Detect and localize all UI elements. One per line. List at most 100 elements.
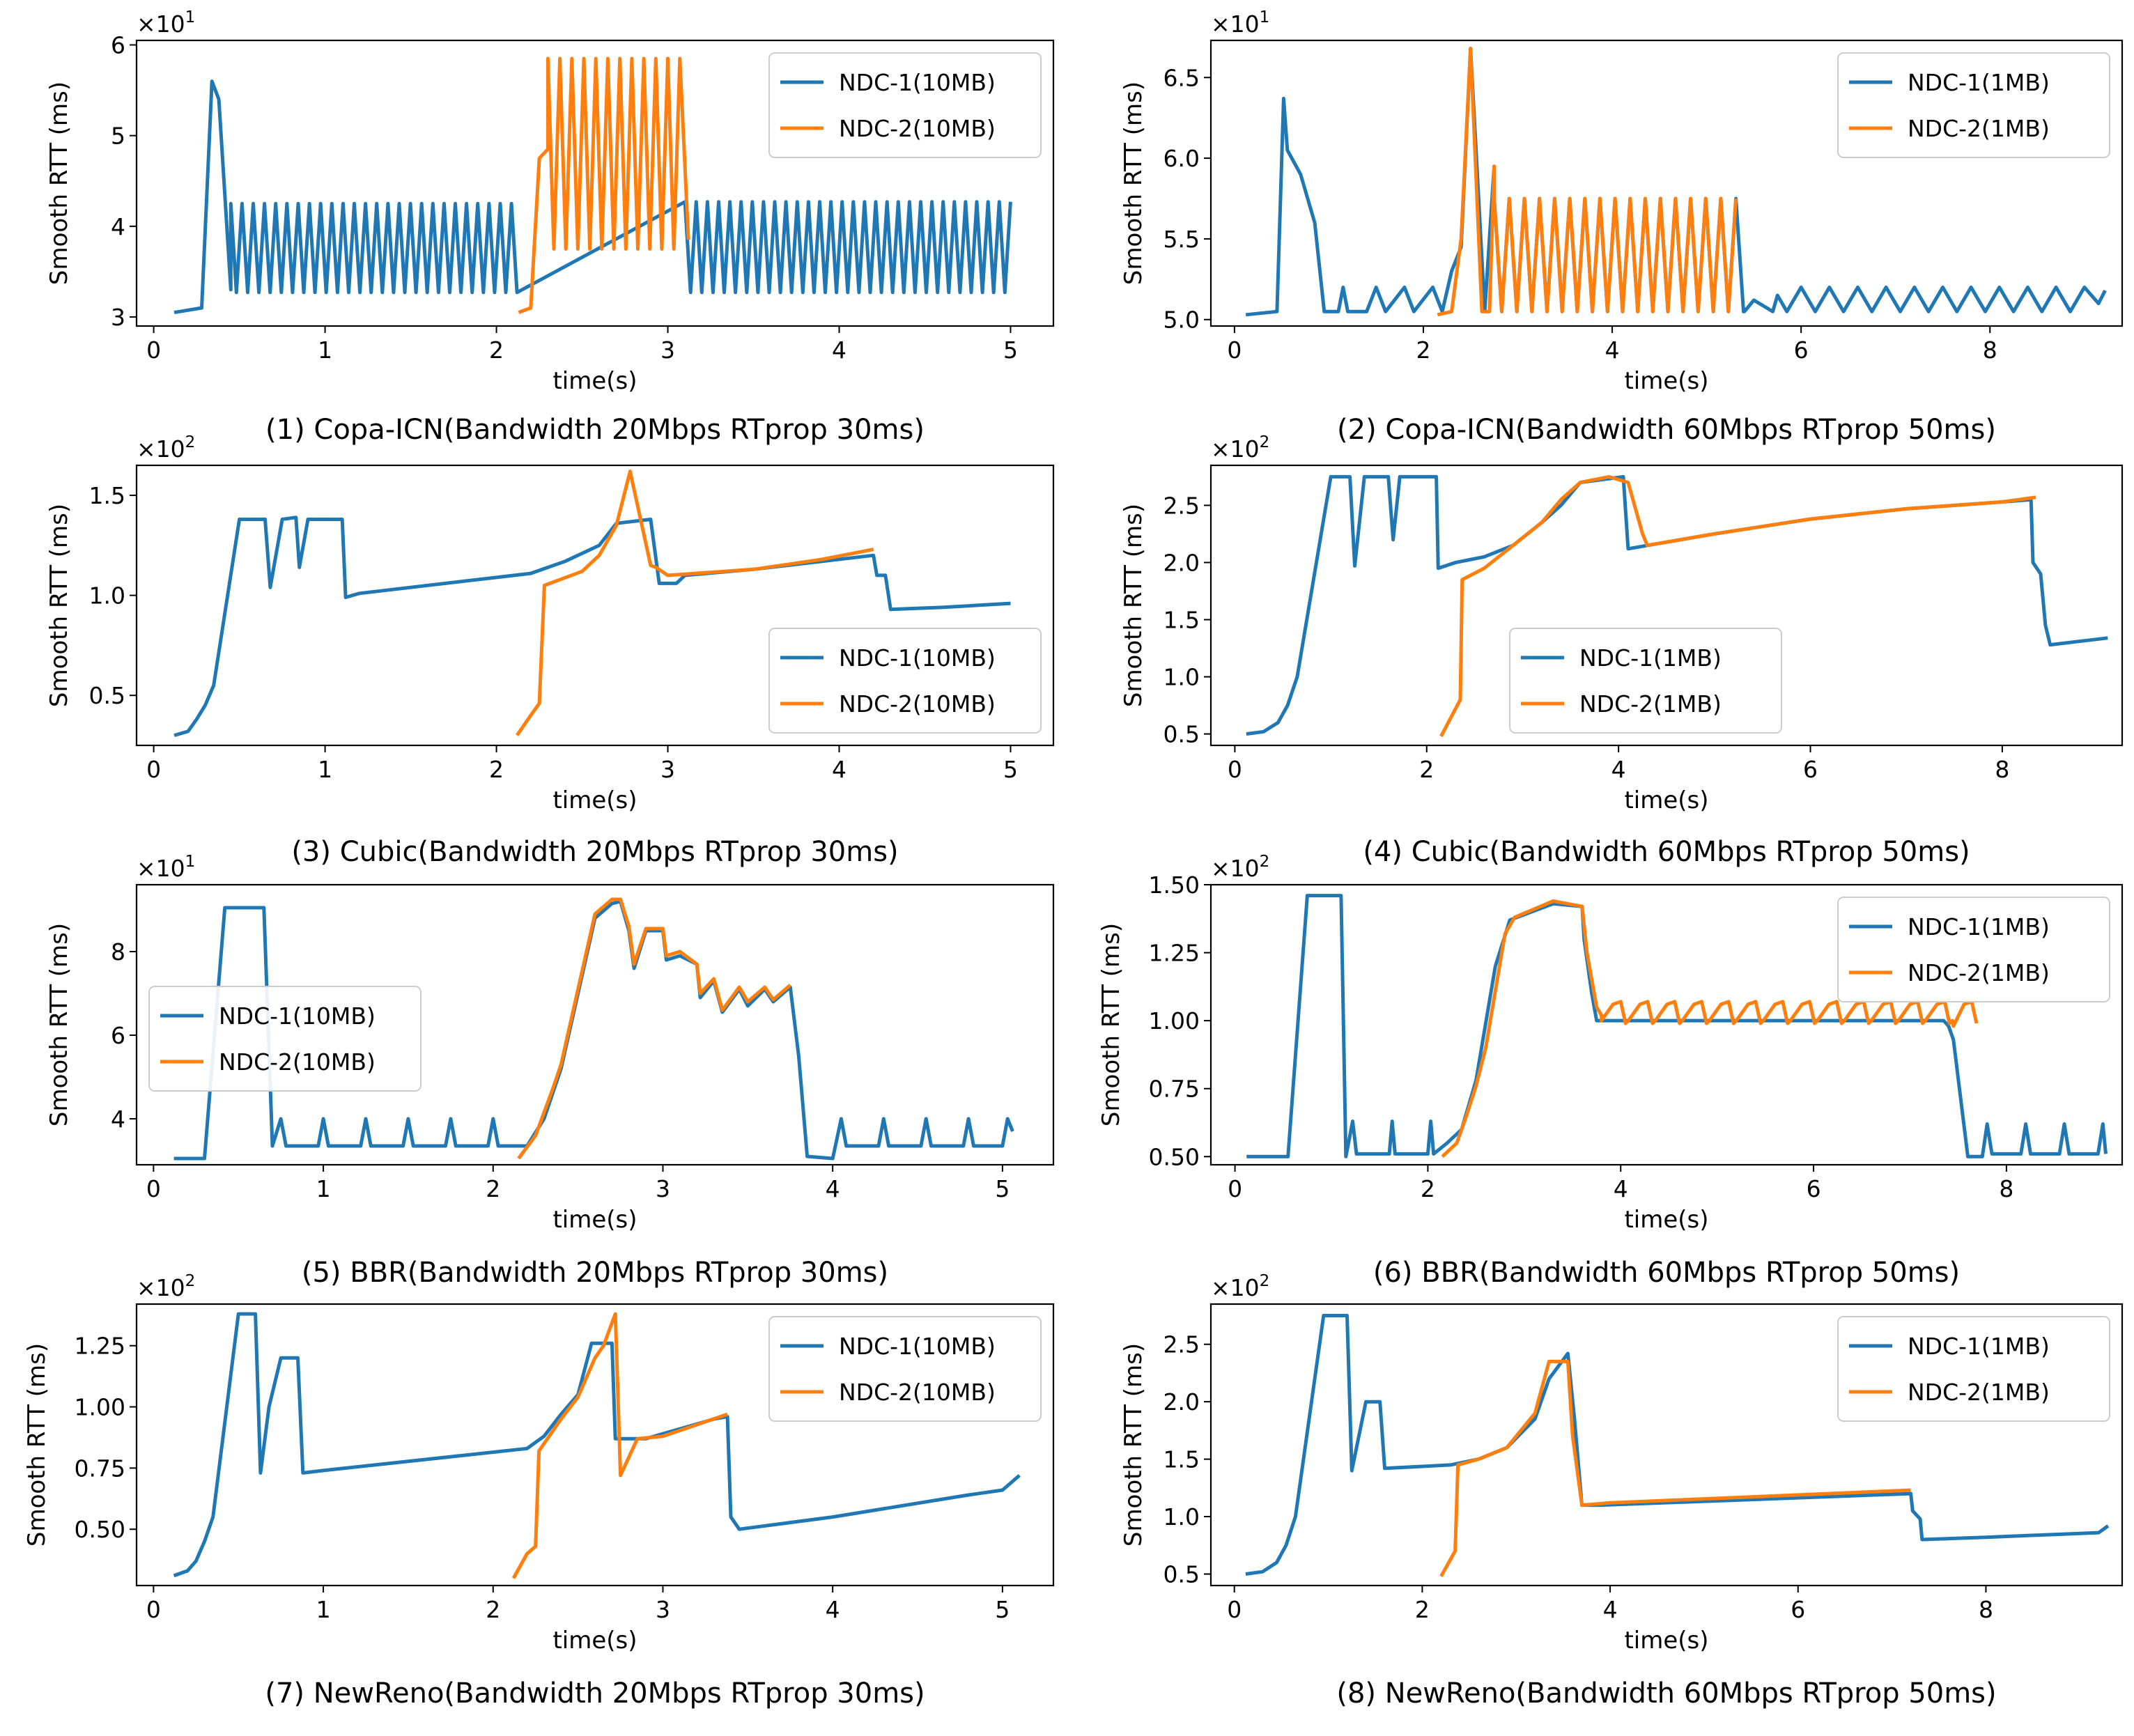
legend: NDC-1(1MB) NDC-2(1MB) bbox=[1509, 628, 1782, 734]
panel-caption: (8) NewReno(Bandwidth 60Mbps RTprop 50ms… bbox=[1336, 1677, 1996, 1710]
x-tick-label: 4 bbox=[1614, 1175, 1628, 1202]
series-line-ndc-2 bbox=[1441, 899, 1979, 1158]
y-tick-label: 1.25 bbox=[1149, 940, 1200, 967]
x-tick-label: 2 bbox=[1415, 1596, 1430, 1623]
axis-multiplier: ×101 bbox=[1211, 8, 1269, 38]
y-tick-label: 2.0 bbox=[1163, 1388, 1200, 1416]
y-tick-label: 0.5 bbox=[89, 682, 125, 709]
y-tick-label: 8 bbox=[111, 938, 125, 966]
axes-frame bbox=[135, 1303, 1055, 1587]
x-axis-label: time(s) bbox=[1624, 1206, 1708, 1234]
legend-label-1: NDC-1(10MB) bbox=[219, 1002, 376, 1030]
x-tick-label: 1 bbox=[318, 336, 332, 364]
legend: NDC-1(10MB) NDC-2(10MB) bbox=[768, 628, 1042, 734]
y-tick-label: 1.00 bbox=[75, 1394, 125, 1421]
x-axis-label: time(s) bbox=[552, 1206, 637, 1234]
x-axis-label: time(s) bbox=[552, 367, 637, 395]
legend-box bbox=[1509, 628, 1782, 734]
y-tick-label: 0.75 bbox=[1149, 1076, 1200, 1103]
x-tick-label: 2 bbox=[489, 336, 504, 364]
y-tick-label: 1.5 bbox=[1163, 607, 1200, 634]
chart-panel-4: 0 2 4 6 8 0.5 1.0 1.5 2.0 2.5 ×102 time(s) Smooth RT… bbox=[1120, 433, 2124, 868]
chart-panel-3: 0 1 2 3 4 5 0.5 1.0 1.5 ×102 time(s) Smooth RTT (ms… bbox=[45, 433, 1055, 868]
series-line-ndc-1 bbox=[173, 79, 1012, 314]
axis-multiplier: ×102 bbox=[137, 433, 195, 463]
axes-frame bbox=[135, 464, 1055, 747]
x-tick-label: 0 bbox=[146, 756, 161, 783]
x-tick-label: 0 bbox=[146, 1596, 161, 1623]
x-tick-label: 4 bbox=[1603, 1596, 1618, 1623]
panel-caption: (4) Cubic(Bandwidth 60Mbps RTprop 50ms) bbox=[1363, 836, 1970, 868]
x-tick-label: 4 bbox=[826, 1175, 840, 1202]
y-tick-label: 1.0 bbox=[89, 582, 125, 610]
legend-label-1: NDC-1(10MB) bbox=[839, 644, 996, 672]
axis-multiplier: ×102 bbox=[1211, 433, 1269, 463]
legend-label-1: NDC-1(1MB) bbox=[1579, 644, 1722, 672]
x-tick-label: 8 bbox=[1983, 336, 1997, 364]
legend-label-2: NDC-2(10MB) bbox=[839, 1379, 996, 1406]
y-axis-label: Smooth RTT (ms) bbox=[23, 1343, 51, 1547]
y-axis-label: Smooth RTT (ms) bbox=[45, 923, 73, 1126]
y-tick-label: 6.0 bbox=[1163, 145, 1200, 172]
x-tick-label: 1 bbox=[318, 756, 332, 783]
y-tick-label: 6.5 bbox=[1163, 64, 1200, 91]
x-axis-label: time(s) bbox=[552, 1627, 637, 1654]
x-axis-label: time(s) bbox=[1624, 786, 1708, 814]
axes-frame bbox=[1209, 883, 2124, 1166]
x-tick-label: 1 bbox=[316, 1596, 331, 1623]
y-tick-label: 3 bbox=[111, 304, 125, 331]
y-tick-label: 1.5 bbox=[89, 482, 125, 509]
series-line-ndc-2 bbox=[516, 470, 874, 737]
x-tick-label: 4 bbox=[832, 336, 846, 364]
y-axis-label: Smooth RTT (ms) bbox=[1097, 923, 1125, 1126]
y-tick-label: 5.5 bbox=[1163, 226, 1200, 253]
x-tick-label: 6 bbox=[1794, 336, 1809, 364]
y-tick-label: 6 bbox=[111, 32, 125, 59]
x-axis-label: time(s) bbox=[552, 786, 637, 814]
x-axis-label: time(s) bbox=[1624, 367, 1708, 395]
axes-frame bbox=[1209, 464, 2124, 747]
legend: NDC-1(1MB) NDC-2(1MB) bbox=[1837, 897, 2110, 1002]
y-axis-label: Smooth RTT (ms) bbox=[1120, 82, 1147, 285]
x-tick-label: 2 bbox=[1421, 1175, 1435, 1202]
axis-multiplier: ×102 bbox=[1211, 1272, 1269, 1301]
x-tick-label: 4 bbox=[826, 1596, 840, 1623]
legend-label-1: NDC-1(10MB) bbox=[839, 69, 996, 96]
legend-box bbox=[148, 986, 422, 1092]
series-line-ndc-2 bbox=[517, 897, 791, 1160]
legend-label-2: NDC-2(1MB) bbox=[1579, 690, 1722, 718]
y-tick-label: 4 bbox=[111, 1106, 125, 1133]
y-tick-label: 5.0 bbox=[1163, 307, 1200, 334]
y-tick-label: 1.5 bbox=[1163, 1446, 1200, 1473]
legend-box bbox=[1837, 1316, 2110, 1422]
y-tick-label: 0.5 bbox=[1163, 721, 1200, 748]
legend-label-2: NDC-2(1MB) bbox=[1908, 959, 2050, 986]
legend: NDC-1(10MB) NDC-2(10MB) bbox=[148, 986, 422, 1092]
legend-label-1: NDC-1(1MB) bbox=[1908, 69, 2050, 96]
x-tick-label: 1 bbox=[316, 1175, 331, 1202]
x-tick-label: 8 bbox=[1979, 1596, 1993, 1623]
x-tick-label: 2 bbox=[486, 1175, 500, 1202]
x-tick-label: 6 bbox=[1803, 756, 1818, 783]
y-tick-label: 0.50 bbox=[1149, 1143, 1200, 1170]
axes-frame bbox=[135, 39, 1055, 327]
legend-box bbox=[768, 1316, 1042, 1422]
y-tick-label: 0.75 bbox=[75, 1455, 125, 1482]
y-tick-label: 2.5 bbox=[1163, 492, 1200, 519]
x-tick-label: 0 bbox=[1227, 1596, 1242, 1623]
axes-frame bbox=[1209, 39, 2124, 327]
legend-label-2: NDC-2(10MB) bbox=[219, 1048, 376, 1076]
series-line-ndc-2 bbox=[1439, 474, 2036, 738]
x-tick-label: 8 bbox=[1995, 756, 2009, 783]
y-tick-label: 2.0 bbox=[1163, 549, 1200, 576]
panel-caption: (1) Copa-ICN(Bandwidth 20Mbps RTprop 30m… bbox=[265, 414, 925, 446]
legend-label-2: NDC-2(1MB) bbox=[1908, 1379, 2050, 1406]
x-tick-label: 2 bbox=[486, 1596, 500, 1623]
panel-caption: (5) BBR(Bandwidth 20Mbps RTprop 30ms) bbox=[302, 1257, 888, 1289]
x-tick-label: 4 bbox=[832, 756, 846, 783]
chart-panel-5: 0 1 2 3 4 5 4 6 8 ×101 time(s) Smooth RTT (ms) (5) B… bbox=[45, 853, 1055, 1289]
x-tick-label: 5 bbox=[995, 1175, 1010, 1202]
series-line-ndc-2 bbox=[511, 1312, 728, 1579]
x-tick-label: 8 bbox=[1999, 1175, 2013, 1202]
x-tick-label: 0 bbox=[1228, 756, 1242, 783]
